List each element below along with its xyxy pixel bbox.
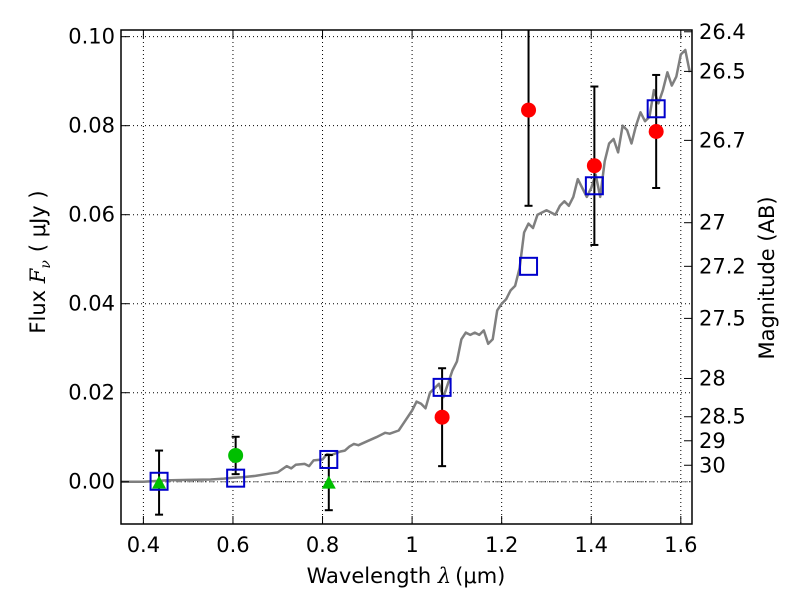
marker-square xyxy=(519,256,539,276)
x-axis-label-text: Wavelength xyxy=(307,564,438,588)
marker-circle xyxy=(586,158,602,174)
marker-square xyxy=(319,449,339,469)
y-tick-label: 0.10 xyxy=(68,25,115,49)
x-tick-label: 1 xyxy=(405,533,418,557)
x-axis-label: Wavelength λ (μm) xyxy=(307,564,506,588)
model-spectrum-line xyxy=(121,48,692,483)
y-axis-label-subscript: ν xyxy=(38,260,54,269)
marker-circle xyxy=(228,447,244,463)
plot-frame xyxy=(120,29,693,525)
x-tick-label: 0.4 xyxy=(127,533,160,557)
x-axis-label-symbol: λ xyxy=(437,564,451,588)
y-axis-label-text: Flux xyxy=(26,283,50,333)
y-tick-labels: 0.00 0.02 0.04 0.06 0.08 0.10 xyxy=(68,25,115,494)
y-tick-label: 0.04 xyxy=(68,292,115,316)
x-tick-label: 1.2 xyxy=(485,533,518,557)
y2-tick-label: 29 xyxy=(699,429,726,453)
y2-tick-label: 27.2 xyxy=(699,254,746,278)
x-tick-label: 1.4 xyxy=(575,533,608,557)
y-tick-label: 0.00 xyxy=(68,470,115,494)
marker-square xyxy=(432,377,452,397)
y2-axis-label: Magnitude (AB) xyxy=(755,196,779,359)
marker-square xyxy=(226,468,246,488)
y2-tick-label: 30 xyxy=(699,453,726,477)
axis-ticks xyxy=(121,30,692,524)
y2-tick-label: 28 xyxy=(699,366,726,390)
y2-tick-label: 27 xyxy=(699,211,726,235)
y-axis-label-unit: ( μJy ) xyxy=(26,190,50,252)
x-tick-label: 0.6 xyxy=(216,533,249,557)
x-axis-label-unit: (μm) xyxy=(455,564,505,588)
marker-circle xyxy=(648,123,664,139)
y2-tick-label: 26.7 xyxy=(699,128,746,152)
y2-tick-label: 26.4 xyxy=(699,20,746,44)
marker-square xyxy=(149,471,169,491)
y-axis-label-symbol: F xyxy=(26,267,50,284)
marker-square xyxy=(584,176,604,196)
marker-circle xyxy=(434,409,450,425)
marker-square xyxy=(646,99,666,119)
x-tick-labels: 0.4 0.6 0.8 1 1.2 1.4 1.6 xyxy=(127,533,698,557)
data-markers xyxy=(149,99,666,491)
x-tick-label: 1.6 xyxy=(664,533,697,557)
y-tick-label: 0.06 xyxy=(68,203,115,227)
x-tick-label: 0.8 xyxy=(306,533,339,557)
y-tick-label: 0.02 xyxy=(68,381,115,405)
y-tick-label: 0.08 xyxy=(68,114,115,138)
y2-tick-label: 27.5 xyxy=(699,306,746,330)
y-axis-label: Flux Fν ( μJy ) xyxy=(26,190,54,333)
y2-tick-label: 26.5 xyxy=(699,59,746,83)
marker-circle xyxy=(521,102,537,118)
marker-triangle xyxy=(321,475,336,489)
y2-tick-label: 28.5 xyxy=(699,405,746,429)
marker-triangle xyxy=(152,475,167,489)
